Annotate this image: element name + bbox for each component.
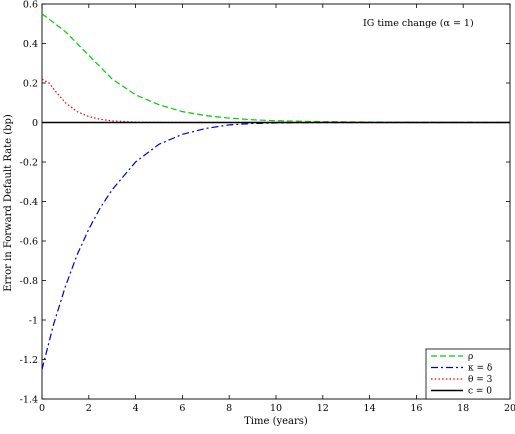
x-tick-label: 20 (504, 403, 515, 414)
series-layer (41, 13, 511, 370)
tick-labels: 0 2 4 6 8 10 12 14 16 18 20 0.6 0.4 0.2 0 -0.2 -0.4 -0.6 -… (20, 0, 515, 414)
y-tick-label: 0.6 (23, 0, 38, 11)
legend: ρ κ = δθ = 3 c = 0 (425, 348, 511, 400)
x-tick-label: 8 (226, 403, 232, 414)
y-tick-label: -1.2 (20, 355, 38, 366)
y-tick-label: -1 (29, 316, 38, 327)
x-tick-label: 12 (317, 403, 329, 414)
plot-frame (41, 3, 511, 400)
x-axis-label: Time (years) (244, 416, 308, 427)
y-tick-label: 0.2 (23, 79, 38, 90)
y-axis-label: Error in Forward Default Rate (bp) (3, 114, 14, 292)
x-tick-label: 2 (86, 403, 92, 414)
x-tick-label: 14 (364, 403, 376, 414)
legend-label-2: θ = 3 (468, 375, 493, 385)
y-tick-label: -1.4 (20, 395, 38, 406)
x-tick-label: 10 (270, 403, 282, 414)
x-tick-label: 6 (179, 403, 185, 414)
y-tick-label: 0.4 (23, 39, 38, 50)
x-tick-label: 0 (39, 403, 45, 414)
y-tick-label: -0.4 (20, 197, 38, 208)
series-line-2 (41, 78, 510, 124)
x-tick-label: 16 (410, 403, 422, 414)
legend-label-3: c = 0 (468, 387, 492, 397)
y-tick-label: -0.2 (20, 158, 38, 169)
series-line-0 (41, 13, 511, 124)
x-tick-label: 18 (457, 403, 469, 414)
legend-items: ρ κ = δθ = 3 c = 0 (431, 352, 493, 397)
series-line-1 (41, 121, 510, 370)
legend-label-1: κ = δ (468, 364, 492, 374)
y-tick-label: -0.6 (20, 237, 38, 248)
legend-label-0: ρ (468, 352, 473, 362)
x-tick-label: 4 (133, 403, 139, 414)
y-tick-label: 0 (32, 118, 38, 129)
annotation-label: IG time change (α = 1) (363, 18, 474, 29)
axis-ticks (41, 3, 511, 400)
y-tick-label: -0.8 (20, 276, 38, 287)
